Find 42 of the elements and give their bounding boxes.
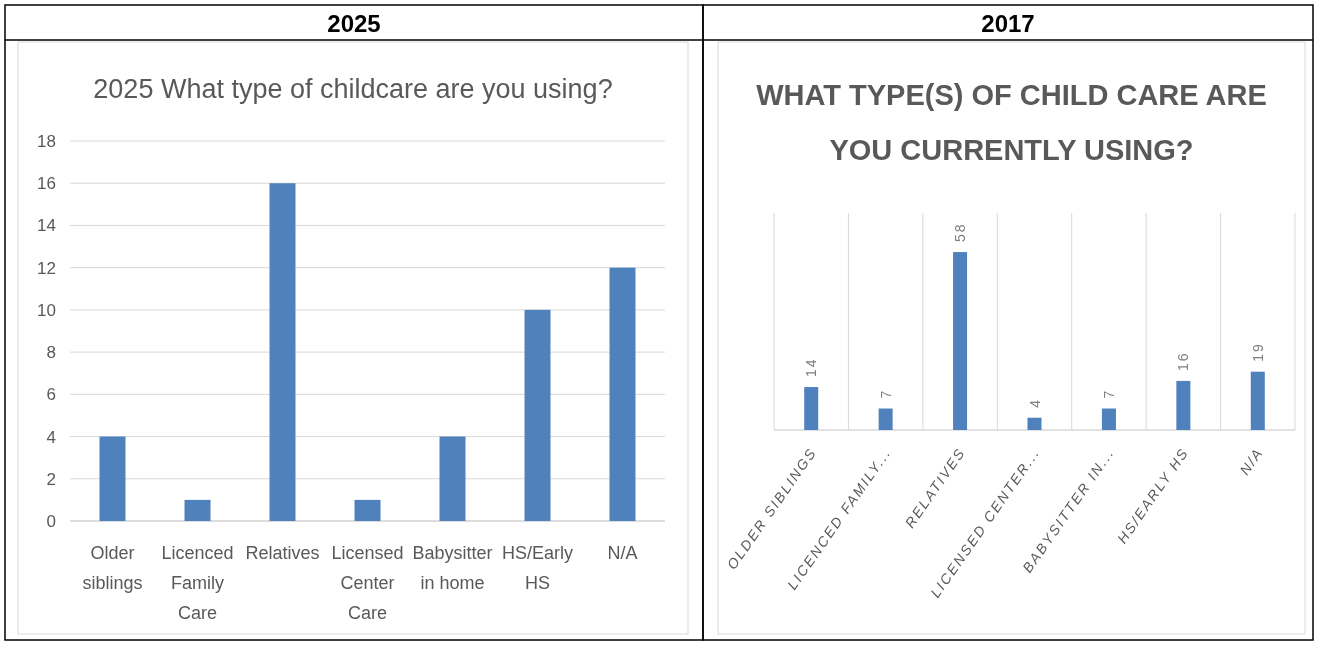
bar <box>609 267 636 521</box>
x-tick-label: Older siblings <box>82 543 143 593</box>
x-tick-label: HS/Early HS <box>501 543 574 593</box>
data-label: 14 <box>803 357 820 378</box>
y-tick-label: 8 <box>46 343 56 363</box>
bar <box>878 408 893 430</box>
bar <box>99 436 126 521</box>
y-tick-label: 18 <box>37 132 56 151</box>
chart-title: 2025 What type of childcare are you using? <box>93 74 613 104</box>
text: 2017 <box>981 10 1035 37</box>
bar <box>269 183 296 521</box>
x-tick-label: Babysitter in home <box>412 543 493 593</box>
y-tick-label: 16 <box>37 174 56 194</box>
x-tick-label: Relatives <box>245 543 320 563</box>
x-tick-label: Licensed Center Care <box>331 543 404 623</box>
bar <box>184 499 211 521</box>
x-tick-label: N/A <box>607 543 638 563</box>
bar <box>1101 408 1116 430</box>
bar <box>804 387 819 430</box>
bar <box>354 499 381 521</box>
data-label: 19 <box>1249 342 1266 362</box>
data-label: 58 <box>952 222 969 243</box>
data-label: 16 <box>1175 351 1192 371</box>
y-tick-label: 10 <box>37 300 56 320</box>
y-tick-label: 14 <box>37 216 56 236</box>
x-tick-label: Licenced Family Care <box>161 543 234 623</box>
y-tick-label: 0 <box>46 512 56 531</box>
chart-title: WHAT TYPE(S) OF CHILD CARE ARE YOU CURRENTLY USING? <box>756 79 1267 166</box>
bar <box>1250 371 1265 430</box>
bar <box>1027 417 1042 430</box>
y-tick-label: 6 <box>46 385 56 405</box>
y-tick-label: 4 <box>46 427 56 447</box>
y-tick-label: 2 <box>46 469 56 489</box>
bar <box>524 309 551 521</box>
y-tick-label: 12 <box>37 258 56 278</box>
data-label: 4 <box>1026 397 1043 408</box>
text: 2025 <box>327 10 381 37</box>
bar <box>953 252 968 430</box>
bar <box>439 436 466 521</box>
bar <box>1176 380 1191 430</box>
data-label: 7 <box>877 388 894 399</box>
data-label: 7 <box>1100 388 1117 399</box>
